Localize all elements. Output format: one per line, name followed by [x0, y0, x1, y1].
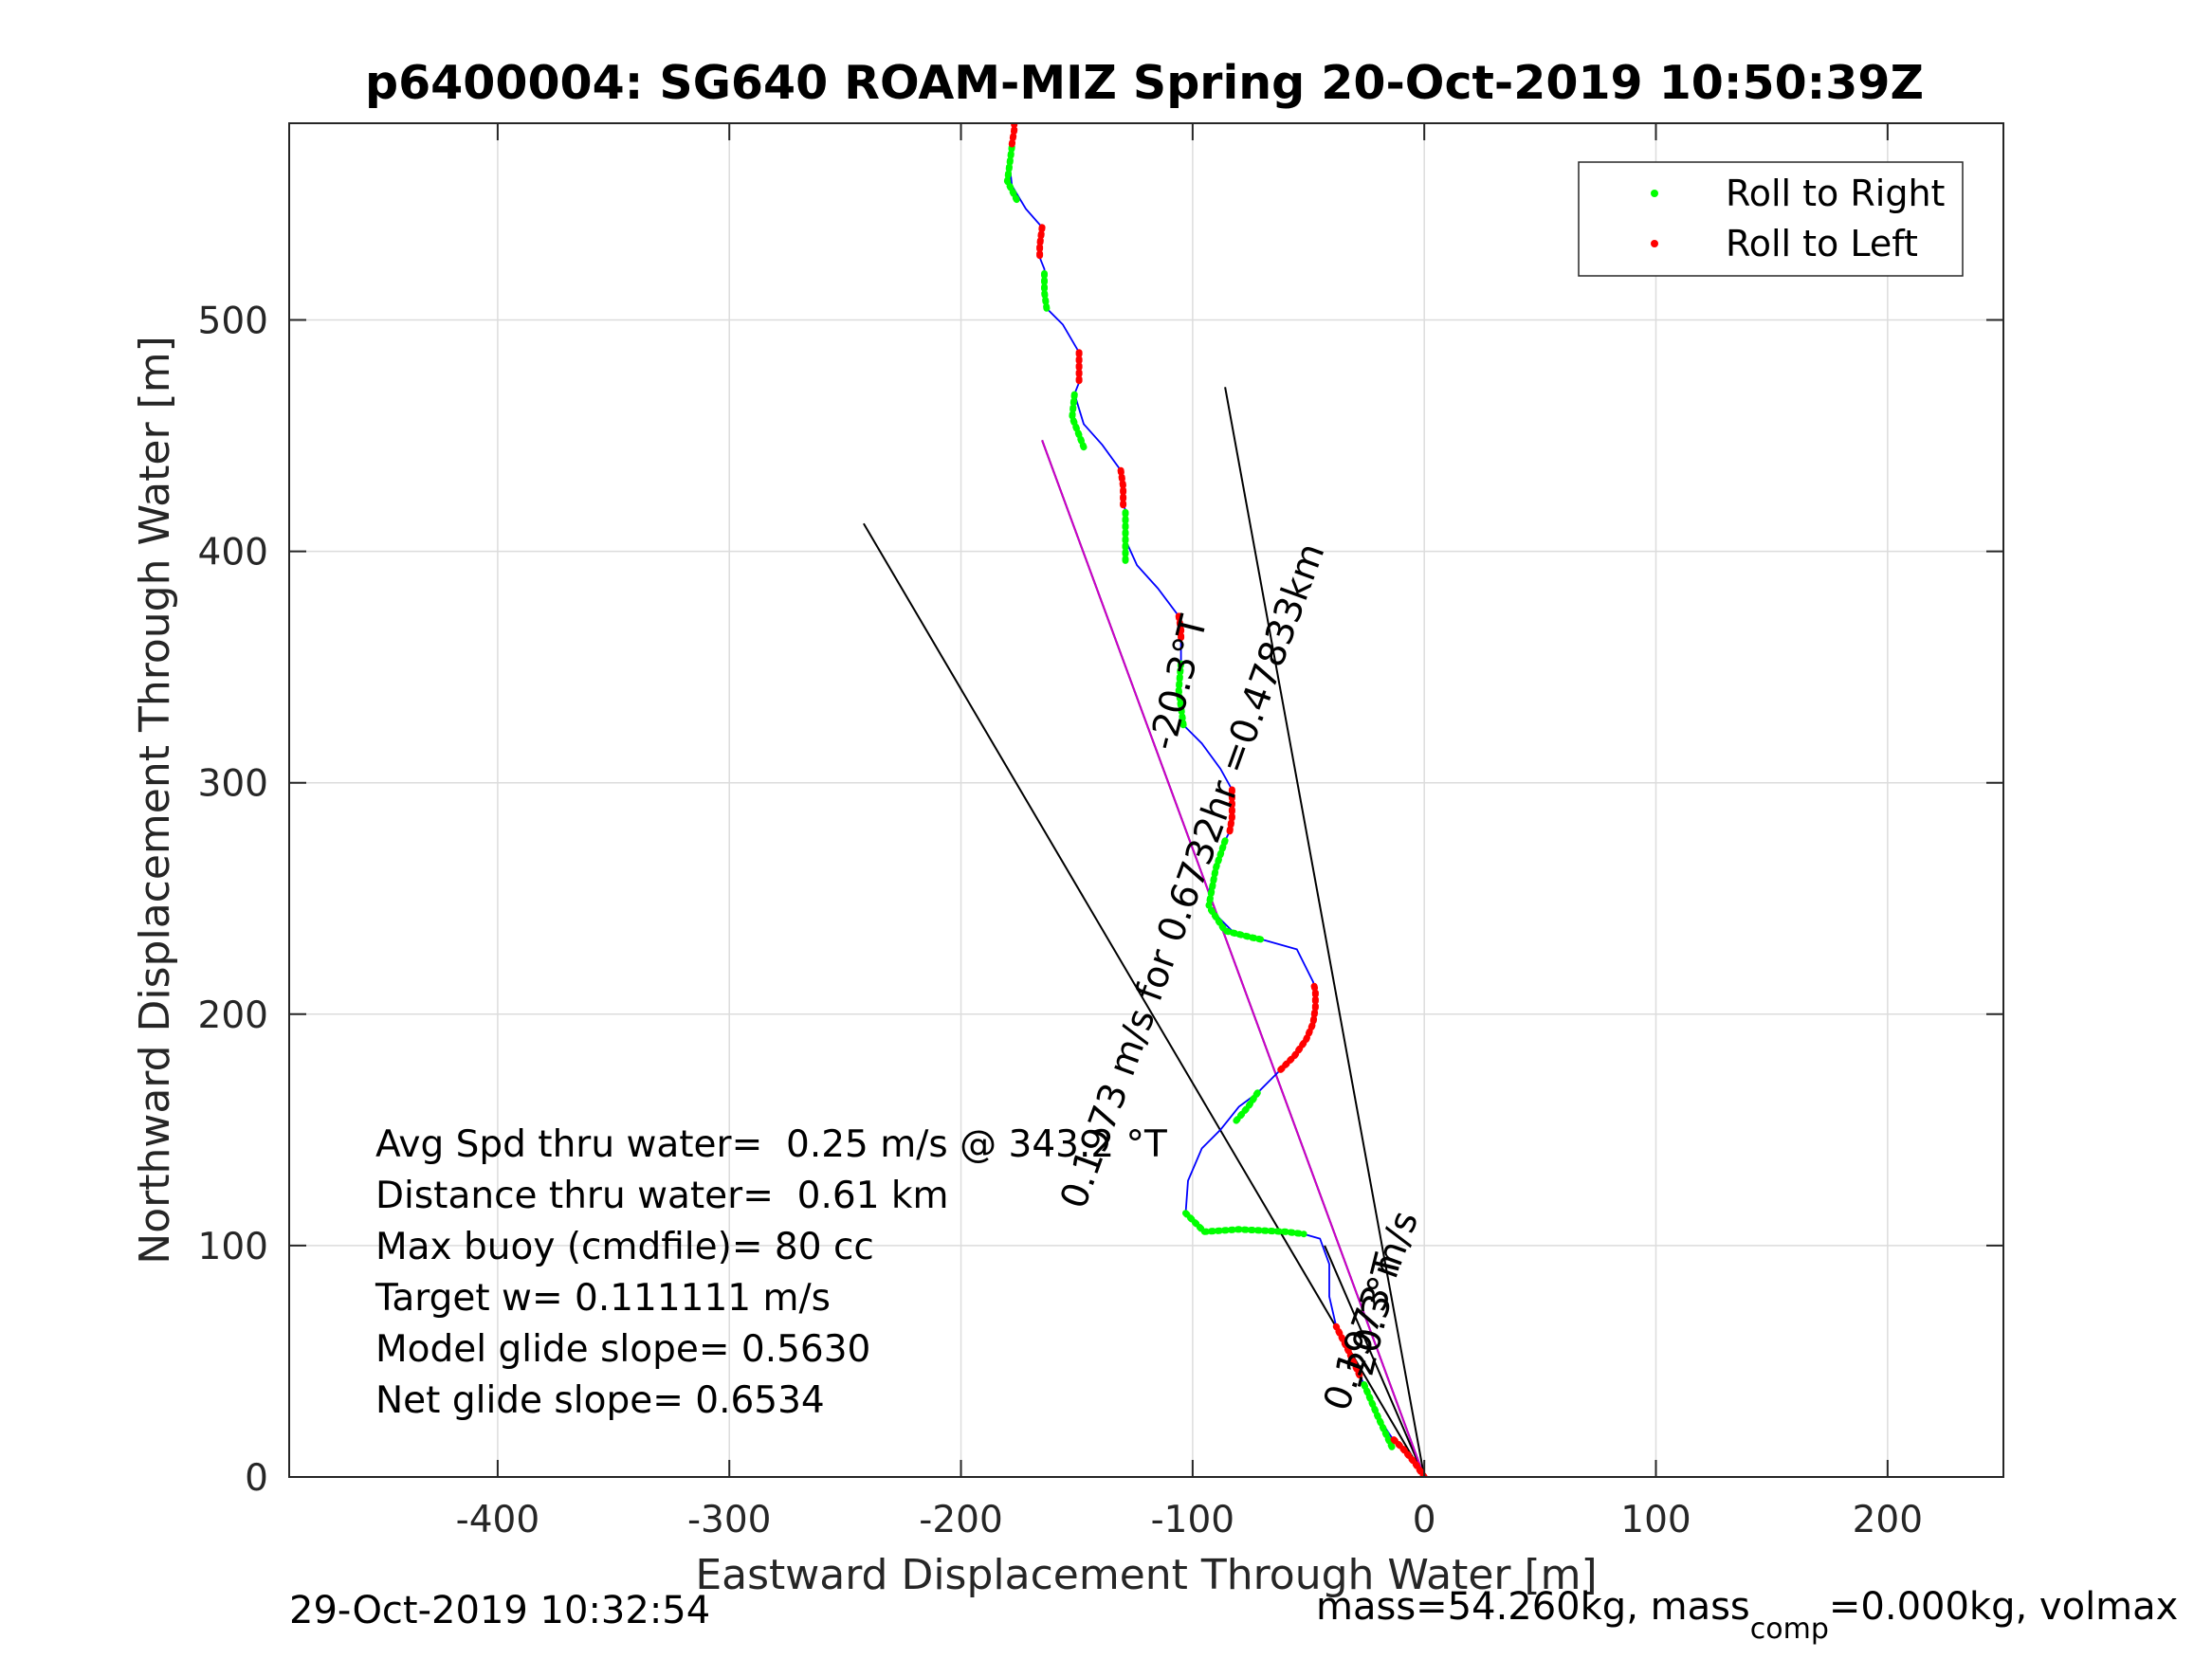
- axis-ticks: -400 -300 -200 -100 0 100 200 0 100 200 300 400 500: [198, 123, 2003, 1541]
- legend-marker-roll-right: [1651, 190, 1658, 197]
- roll-left-segment: [1175, 612, 1185, 646]
- roll-right-segment: [1069, 391, 1088, 451]
- x-tick-label: -300: [687, 1499, 772, 1541]
- annotation-line: Model glide slope= 0.5630: [375, 1328, 870, 1371]
- x-tick-label: 100: [1620, 1499, 1691, 1541]
- roll-left-segment: [1277, 978, 1319, 1073]
- roll-right-segment: [1003, 142, 1020, 204]
- roll-right-segment: [1361, 1380, 1396, 1450]
- x-tick-label: -100: [1151, 1499, 1235, 1541]
- mass-subscript: comp: [1750, 1613, 1829, 1646]
- roll-left-segment: [1388, 1434, 1428, 1477]
- mass-text-b: =0.000kg, volmax: [1829, 1585, 2178, 1629]
- x-tick-label: 0: [1413, 1499, 1436, 1541]
- y-tick-label: 200: [198, 994, 268, 1037]
- roll-left-segment: [1036, 224, 1046, 262]
- stats-annotation: Avg Spd thru water= 0.25 m/s @ 343.2 °T …: [375, 1123, 1167, 1422]
- annotation-line: Avg Spd thru water= 0.25 m/s @ 343.2 °T: [375, 1123, 1167, 1166]
- glide-heading-line: [1041, 440, 1426, 1477]
- roll-left-segment: [1008, 123, 1018, 148]
- plot-frame: [288, 122, 2004, 1478]
- chart-title: p6400004: SG640 ROAM-MIZ Spring 20-Oct-2…: [365, 56, 1924, 110]
- roll-left-segment: [1226, 786, 1235, 835]
- legend: Roll to Right Roll to Left: [1578, 161, 1964, 277]
- roll-right-segment: [1175, 659, 1187, 729]
- mass-text-a: mass=54.260kg, mass: [1316, 1585, 1750, 1629]
- legend-marker-roll-left: [1651, 240, 1658, 247]
- footer-mass-info: mass=54.260kg, masscomp=0.000kg, volmax: [1316, 1585, 2178, 1646]
- annotation-line: Target w= 0.111111 m/s: [375, 1277, 831, 1320]
- annotation-line: Net glide slope= 0.6534: [375, 1379, 825, 1422]
- data-layer: [863, 123, 1428, 1477]
- roll-right-segment: [1182, 1210, 1307, 1238]
- roll-right-segment: [1231, 1089, 1261, 1126]
- annotation-line: Max buoy (cmdfile)= 80 cc: [375, 1226, 874, 1268]
- roll-right-segment: [1041, 265, 1051, 312]
- roll-left-segment: [1332, 1322, 1363, 1379]
- x-axis-label: Eastward Displacement Through Water [m]: [695, 1551, 1597, 1599]
- legend-box: [1578, 161, 1964, 277]
- legend-label-roll-left: Roll to Left: [1726, 223, 1918, 264]
- roll-left-segment: [1117, 466, 1127, 509]
- y-tick-label: 100: [198, 1226, 268, 1268]
- y-tick-label: 400: [198, 532, 268, 574]
- x-tick-label: -400: [456, 1499, 540, 1541]
- plot-area: [289, 123, 2003, 1477]
- footer-timestamp: 29-Oct-2019 10:32:54: [289, 1589, 710, 1632]
- legend-label-roll-right: Roll to Right: [1726, 173, 1945, 214]
- roll-right-segment: [1205, 837, 1229, 909]
- annotation-line: Distance thru water= 0.61 km: [375, 1175, 948, 1217]
- y-tick-label: 0: [245, 1457, 268, 1500]
- reference-line: [1324, 1245, 1426, 1477]
- roll-right-segment: [1207, 906, 1269, 944]
- y-tick-label: 500: [198, 300, 268, 342]
- reference-line: [863, 522, 1426, 1477]
- x-tick-label: 200: [1853, 1499, 1923, 1541]
- reference-line: [1224, 387, 1426, 1477]
- y-axis-label: Northward Displacement Through Water [m]: [131, 336, 179, 1264]
- x-tick-label: -200: [919, 1499, 1003, 1541]
- y-tick-label: 300: [198, 763, 268, 806]
